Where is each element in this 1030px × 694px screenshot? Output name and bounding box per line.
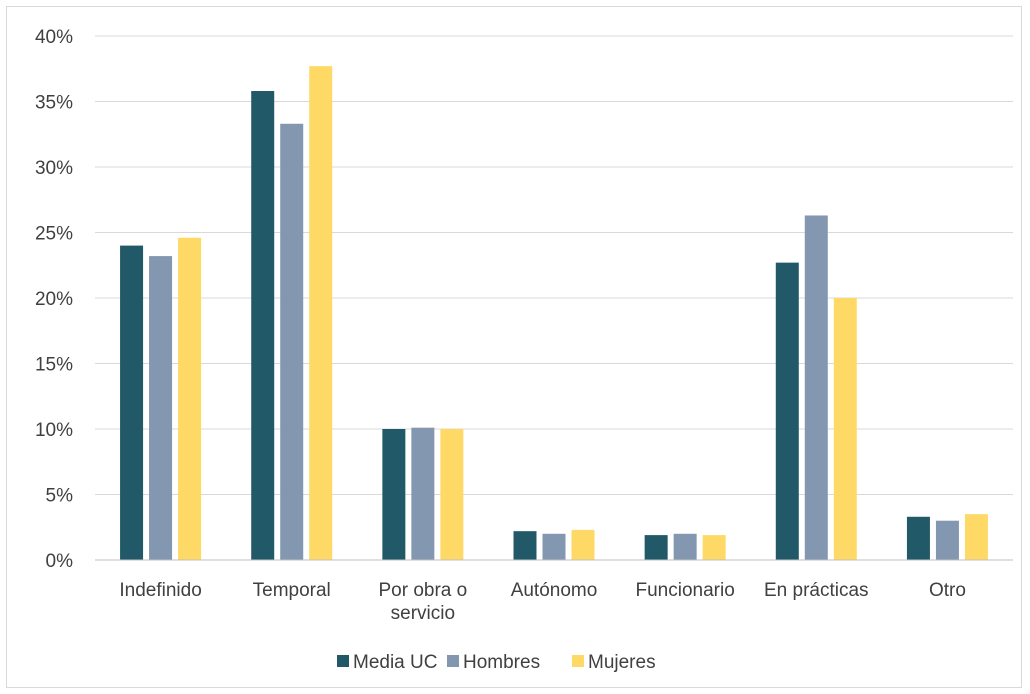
y-tick-label: 15% bbox=[35, 355, 73, 376]
y-tick-label: 40% bbox=[35, 27, 73, 48]
bar-hombres bbox=[673, 533, 697, 560]
bar-hombres bbox=[280, 123, 304, 561]
y-tick-label: 0% bbox=[46, 551, 74, 572]
bar-mujeres bbox=[571, 529, 595, 560]
legend-swatch bbox=[337, 655, 349, 667]
legend: Media UC Hombres Mujeres bbox=[337, 652, 656, 673]
x-tick-label: En prácticas bbox=[764, 580, 869, 601]
bar-media-uc bbox=[775, 262, 799, 560]
bar-mujeres bbox=[178, 237, 202, 561]
y-tick-label: 35% bbox=[35, 93, 73, 114]
bars bbox=[120, 66, 988, 561]
bar-media-uc bbox=[251, 91, 275, 561]
x-tick-label: Otro bbox=[929, 580, 966, 601]
legend-label: Mujeres bbox=[588, 652, 656, 673]
bar-hombres bbox=[935, 520, 959, 560]
bar-media-uc bbox=[513, 531, 537, 560]
x-tick-label: Funcionario bbox=[636, 580, 735, 601]
y-tick-label: 5% bbox=[46, 486, 74, 507]
bar-mujeres bbox=[833, 298, 857, 560]
bar-mujeres bbox=[440, 429, 464, 560]
gridlines bbox=[95, 35, 1013, 495]
y-tick-label: 30% bbox=[35, 158, 73, 179]
legend-swatch bbox=[572, 655, 584, 667]
legend-swatch bbox=[447, 655, 459, 667]
y-tick-label: 25% bbox=[35, 224, 73, 245]
legend-label: Media UC bbox=[353, 652, 437, 673]
x-tick-label: Temporal bbox=[253, 580, 331, 601]
x-tick-label: Por obra o bbox=[378, 580, 467, 601]
bar-mujeres bbox=[964, 514, 988, 560]
y-tick-label: 10% bbox=[35, 420, 73, 441]
bar-hombres bbox=[542, 533, 566, 560]
bar-chart: 0% 5% 10% 15% 20% 25% 30% 35% 40% Indefinido Temp… bbox=[35, 27, 1013, 673]
chart-frame: 0% 5% 10% 15% 20% 25% 30% 35% 40% Indefinido Temp… bbox=[6, 6, 1022, 688]
x-tick-label: Indefinido bbox=[119, 580, 201, 601]
bar-media-uc bbox=[906, 516, 930, 560]
x-tick-label: Autónomo bbox=[511, 580, 598, 601]
bar-media-uc bbox=[382, 429, 406, 560]
bar-media-uc bbox=[644, 535, 668, 560]
bar-mujeres bbox=[702, 535, 726, 560]
y-axis-ticks: 0% 5% 10% 15% 20% 25% 30% 35% 40% bbox=[35, 27, 73, 572]
bar-media-uc bbox=[120, 245, 144, 560]
bar-mujeres bbox=[309, 66, 333, 560]
y-tick-label: 20% bbox=[35, 289, 73, 310]
bar-hombres bbox=[411, 427, 435, 560]
bar-hombres bbox=[149, 256, 173, 560]
x-tick-label: servicio bbox=[391, 603, 455, 624]
bar-hombres bbox=[804, 215, 828, 560]
legend-label: Hombres bbox=[463, 652, 540, 673]
